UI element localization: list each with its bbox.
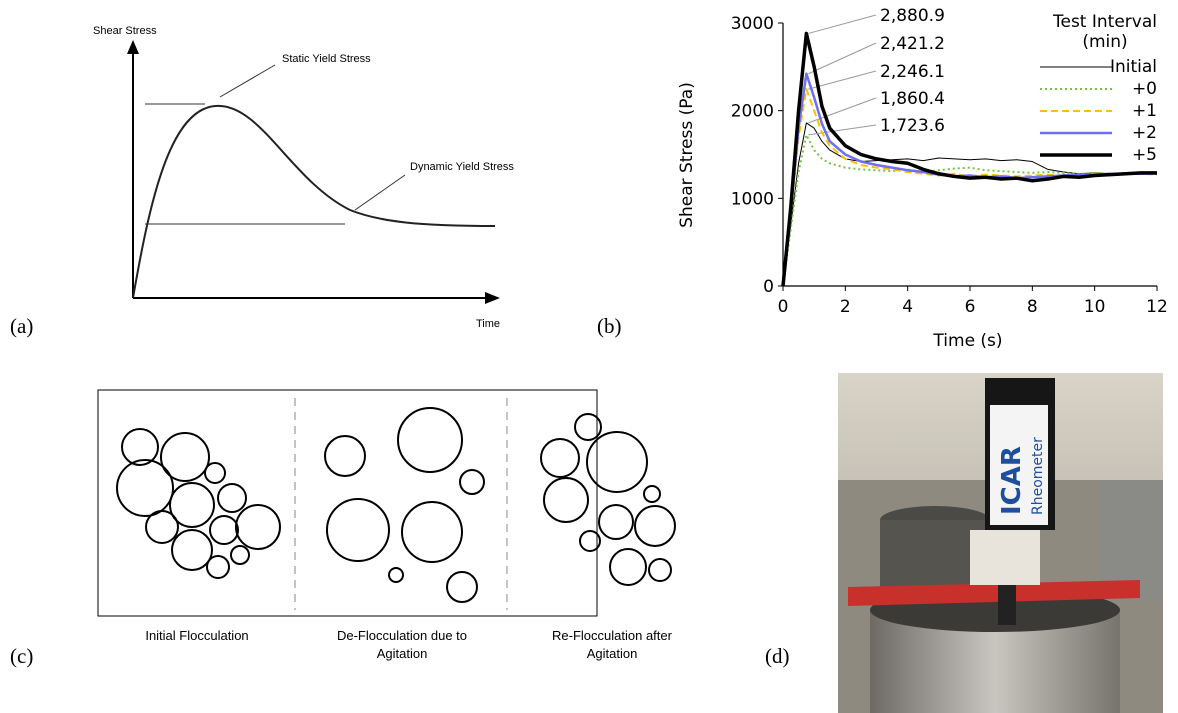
- diagram-c: [97, 389, 676, 617]
- y-tick-label: 3000: [731, 14, 774, 34]
- peak-label: 1,723.6: [880, 116, 945, 136]
- x-label: Time (s): [932, 331, 1002, 351]
- series-line: [782, 122, 1157, 287]
- photo-text: ICAR: [997, 446, 1027, 515]
- peak-leader: [808, 14, 877, 34]
- legend-label: +5: [1132, 145, 1157, 165]
- y-label: Shear Stress (Pa): [677, 82, 697, 228]
- panel-label: (b): [597, 314, 622, 338]
- panel-label: (d): [765, 644, 790, 668]
- leader: [354, 174, 406, 211]
- particles: [116, 407, 676, 603]
- y-label: Shear Stress: [93, 25, 157, 37]
- x-tick-label: 8: [1027, 297, 1038, 317]
- legend-label: +2: [1132, 123, 1157, 143]
- x-tick-label: 0: [778, 297, 789, 317]
- peak-label: 2,880.9: [880, 6, 945, 26]
- x-tick-label: 10: [1084, 297, 1106, 317]
- y-tick-label: 1000: [731, 189, 774, 209]
- caption: Agitation: [587, 646, 638, 661]
- chart-b: Time (s) Shear Stress (Pa) Test Interval…: [677, 6, 1168, 351]
- y-tick-label: 2000: [731, 102, 774, 122]
- annotation: Static Yield Stress: [282, 53, 371, 65]
- arrow: [485, 292, 500, 304]
- caption: Agitation: [377, 646, 428, 661]
- x-tick-label: 2: [840, 297, 851, 317]
- frame: [97, 389, 598, 617]
- leader: [219, 64, 276, 98]
- caption: De-Flocculation due to: [337, 628, 467, 643]
- legend-label: +1: [1132, 101, 1157, 121]
- annotation: Dynamic Yield Stress: [410, 161, 514, 173]
- y-tick-label: 0: [763, 277, 774, 297]
- legend-label: +0: [1132, 79, 1157, 99]
- photo-text: Rheometer: [1030, 437, 1046, 515]
- peak-label: 1,860.4: [880, 89, 945, 109]
- peak-leader: [808, 42, 877, 75]
- photo-d: ICAR Rheometer: [838, 373, 1163, 713]
- series-line: [782, 88, 1158, 287]
- arrow: [127, 40, 139, 54]
- x-tick-label: 6: [965, 297, 976, 317]
- x-label: Time: [476, 318, 500, 330]
- caption: Re-Flocculation after: [552, 628, 673, 643]
- legend-label: Initial: [1110, 57, 1157, 77]
- series-line: [781, 31, 1157, 287]
- series-line: [782, 133, 1158, 287]
- peak-label: 2,246.1: [880, 62, 945, 82]
- peak-label: 2,421.2: [880, 34, 945, 54]
- legend-title: Test Interval: [1052, 12, 1157, 32]
- x-tick-label: 4: [902, 297, 913, 317]
- caption: Initial Flocculation: [145, 628, 248, 643]
- panel-label: (a): [10, 314, 33, 338]
- x-tick-label: 12: [1146, 297, 1168, 317]
- diagram-a: Shear Stress Time Static Yield Stress Dy…: [93, 25, 514, 330]
- curve: [132, 104, 496, 299]
- panel-label: (c): [10, 644, 33, 668]
- legend-title: (min): [1082, 32, 1127, 52]
- peak-leader: [808, 124, 877, 136]
